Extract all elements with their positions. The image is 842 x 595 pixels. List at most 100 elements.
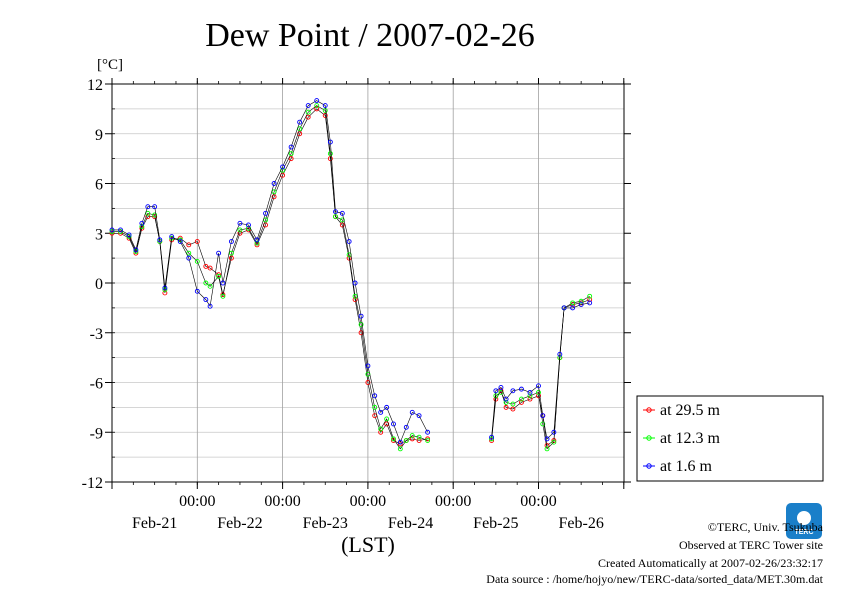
y-tick-label: -3 [90,326,103,343]
data-point [297,131,303,137]
x-time-label: 00:00 [435,493,471,510]
data-point [378,409,384,415]
data-point [169,234,175,240]
data-point [403,438,409,443]
data-point [557,351,563,357]
y-tick-label: -6 [90,376,103,393]
y-tick-label: 3 [95,226,103,243]
data-point [578,298,584,304]
data-point [152,214,158,220]
y-axis-unit-label: [°C] [97,57,123,73]
data-point [518,399,524,405]
data-point [409,436,415,442]
data-point [228,239,234,244]
terc-logo: TERC [786,503,822,539]
data-point [271,189,277,195]
data-point [254,240,260,246]
data-point [207,283,213,289]
legend-marker [646,407,652,413]
data-point [314,106,320,112]
data-point [570,300,576,306]
x-date-label: Feb-23 [303,515,348,532]
data-point [587,300,593,306]
data-point [425,438,431,443]
data-point [220,280,226,286]
x-time-label: 00:00 [520,493,556,510]
data-point [416,438,422,443]
data-point [152,212,158,218]
x-date-label: Feb-21 [132,515,177,532]
data-point [527,396,533,402]
data-point [162,290,168,296]
x-date-label: Feb-26 [558,515,603,532]
data-point [587,293,593,299]
legend: at 29.5 m at 12.3 m at 1.6 m [636,395,824,482]
y-axis-ticks: 12 9 6 3 0 -3 -6 -9 -12 [82,77,631,492]
data-point [207,303,213,309]
data-point [118,227,123,233]
footer-copyright: ©TERC, Univ. Tsukuba [708,520,824,534]
data-point [384,404,390,410]
data-point [489,434,495,440]
series-lines [109,98,593,452]
data-point [109,227,115,233]
x-axis-title: (LST) [341,532,395,557]
legend-box [636,395,824,482]
data-point [288,144,294,150]
data-point [322,108,328,113]
data-point [503,399,509,405]
data-point [145,204,151,210]
data-point [339,222,345,228]
data-point [246,227,251,233]
data-point [339,210,345,216]
data-point [510,388,516,394]
data-point [397,446,403,452]
data-point [540,421,546,427]
y-tick-label: 12 [87,77,103,94]
data-point [271,181,277,186]
y-tick-label: 6 [95,177,103,194]
data-point [397,439,403,445]
data-point [186,255,192,261]
data-point [177,239,183,244]
data-point [327,151,333,157]
data-point [288,151,294,157]
data-point [333,209,338,215]
legend-label: at 29.5 m [660,402,721,419]
data-point [493,393,499,399]
data-point [358,322,364,327]
data-point [339,217,345,223]
data-point [518,396,524,402]
data-point [372,393,378,399]
data-point [498,385,504,390]
data-point [220,293,226,299]
data-point [314,103,320,109]
data-point [409,433,415,439]
data-point [570,302,576,308]
data-point [527,390,533,395]
series-line [491,296,590,450]
y-tick-label: 0 [95,276,103,293]
data-point [109,230,115,236]
data-point [288,156,294,162]
data-point [425,429,431,435]
data-point [237,227,243,233]
data-point [561,305,567,311]
data-point [194,288,200,294]
series-line [491,302,590,440]
data-point [194,239,200,244]
legend-marker [646,435,652,441]
data-point [216,273,222,279]
data-point [346,239,352,244]
data-point [352,293,358,299]
data-point [186,250,192,256]
data-point [263,210,268,216]
data-point [237,220,243,226]
data-point [365,363,371,369]
y-tick-label: -9 [90,425,103,442]
data-point [126,235,132,241]
series-line [491,299,590,447]
data-point [416,434,422,440]
data-point [322,103,328,109]
x-date-label: Feb-22 [217,515,262,532]
